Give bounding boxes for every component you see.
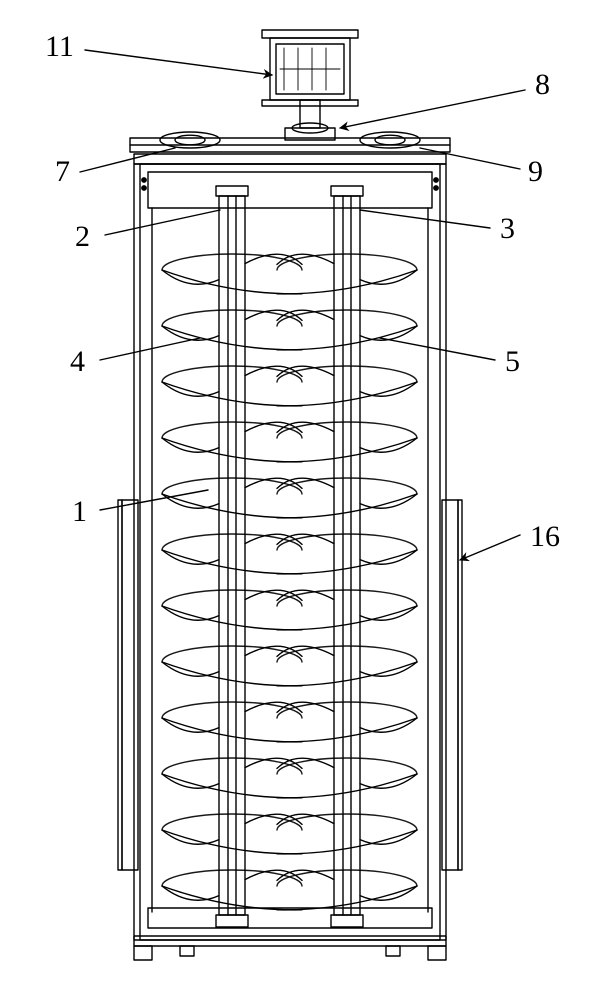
leader-4 [100, 338, 200, 360]
label-2: 2 [75, 220, 90, 254]
label-7: 7 [55, 155, 70, 189]
label-3: 3 [500, 212, 515, 246]
leader-1 [100, 490, 208, 510]
label-5: 5 [505, 345, 520, 379]
diagram-svg [0, 0, 597, 1000]
label-4: 4 [70, 345, 85, 379]
label-1: 1 [72, 495, 87, 529]
leader-3 [360, 210, 490, 228]
label-9: 9 [528, 155, 543, 189]
leader-2 [105, 210, 220, 235]
leader-16 [460, 535, 520, 560]
label-8: 8 [535, 68, 550, 102]
leader-7 [80, 148, 175, 172]
leader-8 [340, 90, 525, 128]
label-11: 11 [45, 30, 74, 64]
leader-11 [85, 50, 272, 75]
leader-9 [420, 148, 520, 169]
leader-5 [380, 338, 495, 360]
label-16: 16 [530, 520, 560, 554]
